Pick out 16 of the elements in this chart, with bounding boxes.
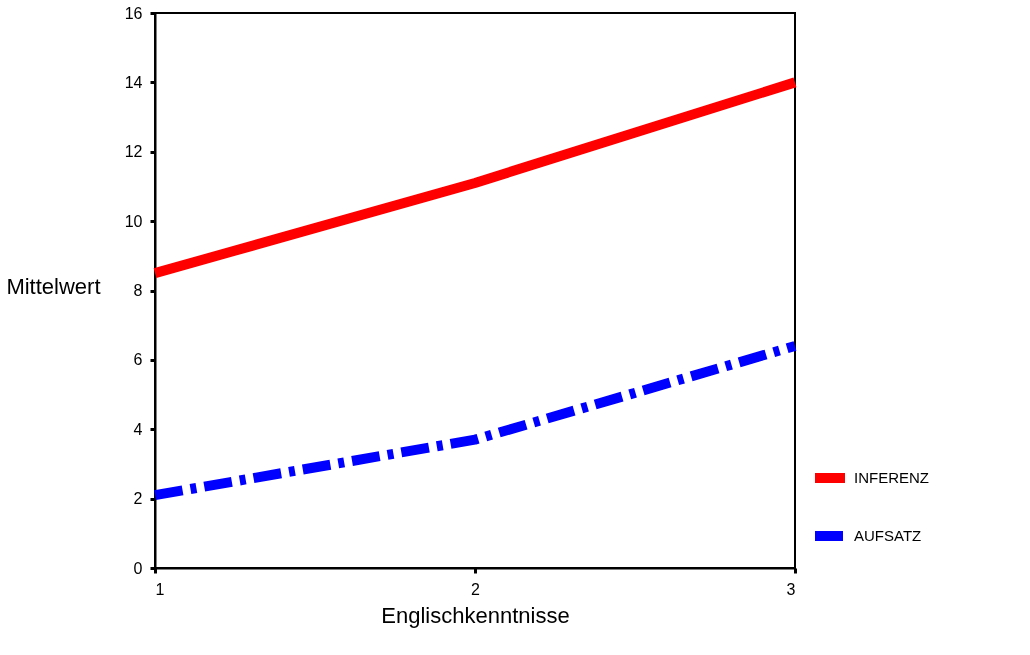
y-tick-label: 6 (133, 351, 143, 369)
legend-label: INFERENZ (854, 469, 929, 486)
y-tick-label: 4 (133, 420, 143, 438)
x-tick-label: 3 (786, 580, 796, 598)
y-tick-label: 12 (124, 143, 143, 161)
y-tick-label: 16 (124, 4, 143, 22)
x-tick-label: 2 (471, 580, 481, 598)
y-tick-label: 14 (124, 73, 143, 91)
legend-label: AUFSATZ (854, 527, 922, 544)
x-axis-title: Englischkenntnisse (381, 602, 570, 628)
y-tick-label: 2 (133, 490, 143, 508)
y-tick-label: 8 (133, 282, 143, 299)
y-tick-label: 0 (133, 559, 143, 577)
y-tick-label: 10 (124, 212, 143, 230)
y-axis-title: Mittelwert (6, 274, 101, 299)
x-tick-label: 1 (155, 580, 165, 598)
